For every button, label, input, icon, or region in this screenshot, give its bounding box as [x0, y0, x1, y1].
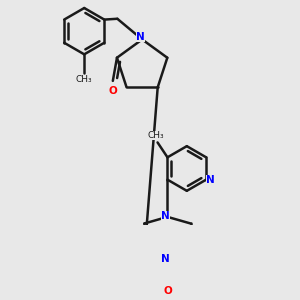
Text: CH₃: CH₃	[148, 131, 164, 140]
Text: N: N	[206, 175, 215, 185]
Text: CH₃: CH₃	[76, 76, 92, 85]
Text: O: O	[163, 286, 172, 296]
Text: N: N	[161, 254, 170, 264]
Text: O: O	[109, 86, 117, 96]
Text: N: N	[136, 32, 145, 42]
Text: N: N	[161, 211, 170, 221]
